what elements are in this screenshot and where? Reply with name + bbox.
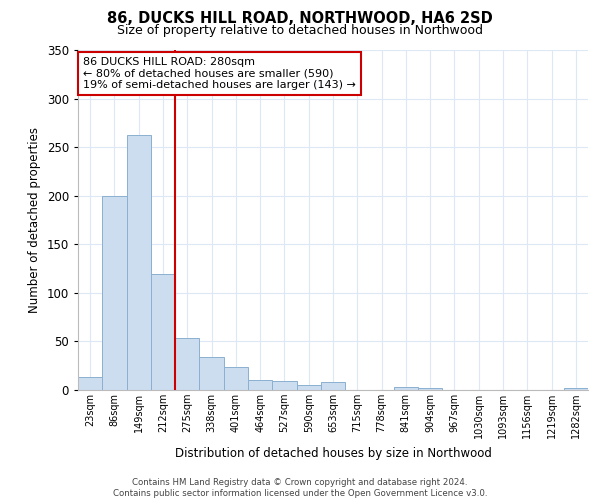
Bar	[321, 382, 345, 390]
Bar	[151, 274, 175, 390]
Bar	[272, 382, 296, 390]
Text: Size of property relative to detached houses in Northwood: Size of property relative to detached ho…	[117, 24, 483, 37]
Bar	[102, 196, 127, 390]
Bar	[296, 385, 321, 390]
Bar	[248, 380, 272, 390]
Text: 86, DUCKS HILL ROAD, NORTHWOOD, HA6 2SD: 86, DUCKS HILL ROAD, NORTHWOOD, HA6 2SD	[107, 11, 493, 26]
X-axis label: Distribution of detached houses by size in Northwood: Distribution of detached houses by size …	[175, 446, 491, 460]
Bar	[564, 388, 588, 390]
Bar	[78, 378, 102, 390]
Text: 86 DUCKS HILL ROAD: 280sqm
← 80% of detached houses are smaller (590)
19% of sem: 86 DUCKS HILL ROAD: 280sqm ← 80% of deta…	[83, 57, 356, 90]
Bar	[127, 136, 151, 390]
Bar	[224, 366, 248, 390]
Bar	[175, 338, 199, 390]
Bar	[394, 387, 418, 390]
Text: Contains HM Land Registry data © Crown copyright and database right 2024.
Contai: Contains HM Land Registry data © Crown c…	[113, 478, 487, 498]
Bar	[199, 357, 224, 390]
Bar	[418, 388, 442, 390]
Y-axis label: Number of detached properties: Number of detached properties	[28, 127, 41, 313]
